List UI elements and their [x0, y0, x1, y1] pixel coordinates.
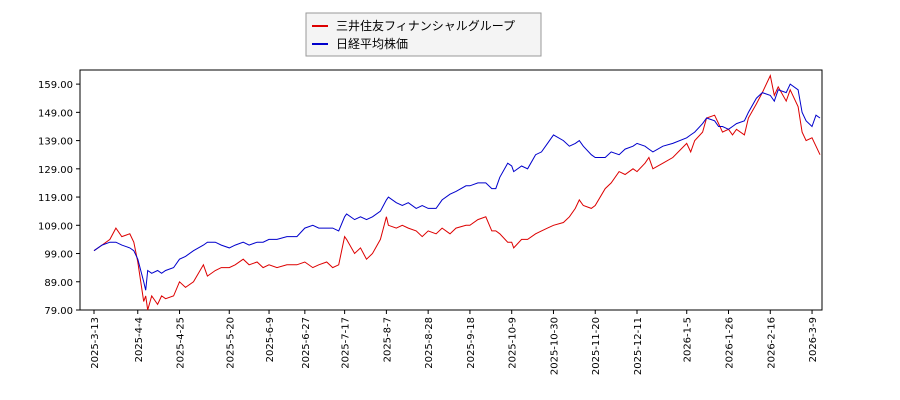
x-tick-label: 2025-10-30 — [549, 317, 560, 375]
x-tick-label: 2026-1-5 — [683, 317, 694, 362]
x-tick-label: 2025-10-9 — [508, 317, 519, 369]
y-tick-label: 119.00 — [38, 193, 73, 204]
plot-area — [79, 69, 823, 311]
x-tick-label: 2026-3-9 — [808, 317, 819, 362]
x-tick-label: 2025-6-27 — [301, 317, 312, 369]
legend-label-0: 三井住友フィナンシャルグループ — [336, 19, 515, 33]
x-tick-label: 2025-8-7 — [382, 317, 393, 362]
x-tick-label: 2025-3-13 — [90, 317, 101, 369]
y-tick-label: 89.00 — [44, 278, 73, 289]
x-tick-label: 2025-12-11 — [633, 317, 644, 375]
legend-label-1: 日経平均株価 — [336, 36, 408, 51]
x-axis: 2025-3-13 2025-4-4 2025-4-25 2025-5-20 2025-… — [90, 310, 819, 375]
x-tick-label: 2025-11-20 — [591, 317, 602, 375]
series-line-0 — [93, 74, 821, 311]
x-tick-label: 2025-7-17 — [341, 317, 352, 369]
y-axis: 79.00 89.00 99.00 109.00 119.00 129.00 139.00 1… — [38, 80, 80, 317]
y-tick-label: 139.00 — [38, 137, 73, 148]
y-tick-label: 129.00 — [38, 165, 73, 176]
legend-box — [305, 12, 542, 57]
y-tick-label: 79.00 — [44, 306, 73, 317]
y-tick-label: 149.00 — [38, 108, 73, 119]
legend: 三井住友フィナンシャルグループ 日経平均株価 — [305, 12, 542, 57]
x-tick-label: 2025-8-28 — [424, 317, 435, 369]
x-tick-label: 2025-4-25 — [176, 317, 187, 369]
x-tick-label: 2025-4-4 — [134, 317, 145, 362]
y-tick-label: 109.00 — [38, 221, 73, 232]
y-tick-label: 159.00 — [38, 80, 73, 91]
x-tick-label: 2026-2-16 — [766, 317, 777, 369]
x-tick-label: 2025-5-20 — [225, 317, 236, 369]
x-tick-label: 2025-6-9 — [265, 317, 276, 362]
y-tick-label: 99.00 — [44, 250, 73, 261]
series-line-1 — [93, 83, 821, 291]
x-tick-label: 2026-1-26 — [725, 317, 736, 369]
series-layer — [93, 74, 821, 311]
x-tick-label: 2025-9-18 — [466, 317, 477, 369]
